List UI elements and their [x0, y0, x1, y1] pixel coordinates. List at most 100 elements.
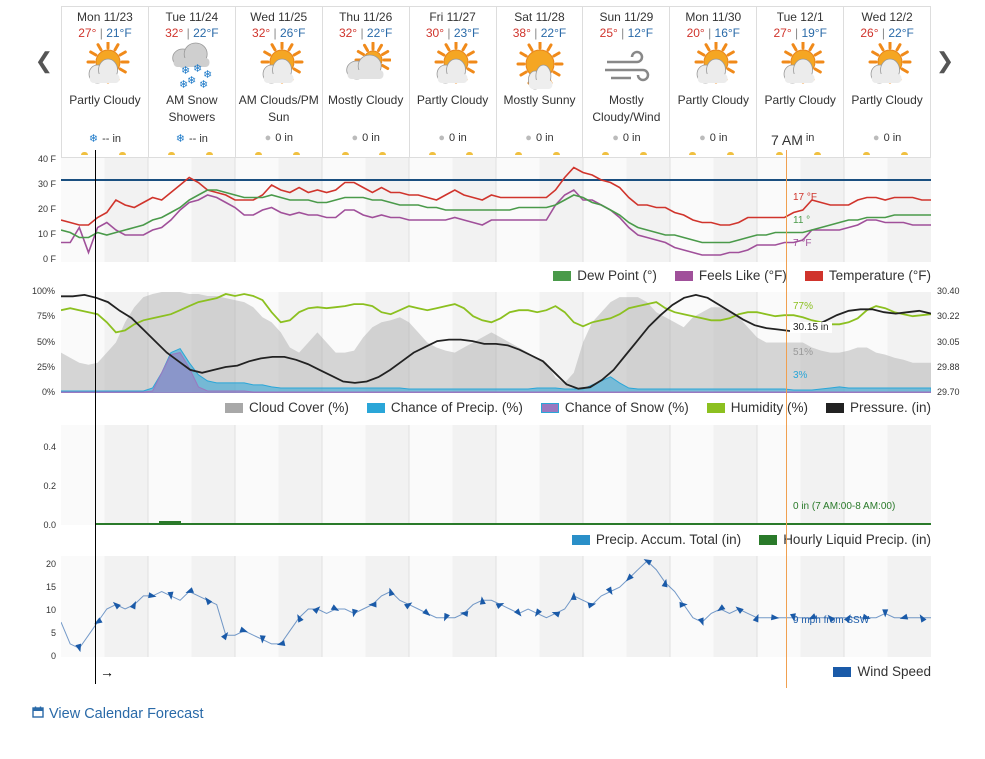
- sunrise-icon: [689, 152, 697, 155]
- legend-item[interactable]: Temperature (°F): [804, 268, 931, 283]
- legend-item[interactable]: Precip. Accum. Total (in): [571, 532, 741, 547]
- wind-direction-arrow: [443, 612, 450, 622]
- chevron-right-icon[interactable]: ❯: [935, 48, 955, 73]
- low-temp: 16°F: [714, 26, 741, 40]
- precip-value: 0 in: [535, 132, 554, 144]
- y-tick-label: 20: [45, 559, 56, 569]
- day-column[interactable]: Tue 12/1 27° | 19°F Partly Cloudy ●0 in: [757, 7, 845, 158]
- legend-label: Hourly Liquid Precip. (in): [783, 532, 931, 547]
- legend-label: Humidity (%): [730, 400, 808, 415]
- svg-text:❄: ❄: [199, 78, 208, 91]
- legend-item[interactable]: Pressure. (in): [825, 400, 931, 415]
- chance-precip-area: [61, 347, 931, 393]
- day-column[interactable]: Sat 11/28 38° | 22°F Mostly Sunny ● 0 in: [497, 7, 584, 157]
- day-column[interactable]: Fri 11/27 30° | 23°F Partly Cloudy ● 0 in: [410, 7, 497, 157]
- value-annotation: 3%: [793, 370, 808, 381]
- y-tick-label: 50%: [36, 336, 55, 347]
- precip-value: 0 in: [362, 132, 380, 144]
- sunset-icon: [205, 152, 213, 155]
- value-annotation: 17 °F: [793, 192, 818, 203]
- partly-cloudy-icon: [757, 42, 843, 92]
- wind-direction-arrow: [771, 614, 780, 621]
- wind-direction-arrow: [862, 613, 871, 620]
- value-annotation: 0 in (7 AM:00-8 AM:00): [793, 501, 896, 512]
- sunrise-icon: [167, 152, 175, 155]
- night-band: [713, 556, 757, 657]
- wind-direction-arrow: [330, 604, 340, 611]
- night-band: [713, 292, 757, 393]
- night-band: [800, 292, 844, 393]
- wind-direction-arrow: [514, 608, 522, 617]
- precip-amount: ●0 in: [583, 132, 669, 144]
- day-temperatures: 32° | 26°F: [236, 26, 322, 42]
- legend-item[interactable]: Hourly Liquid Precip. (in): [759, 532, 931, 547]
- sunrise-sunset-markers: [757, 152, 843, 158]
- legend-label: Chance of Precip. (%): [390, 400, 523, 415]
- high-temp: 20°: [686, 26, 705, 40]
- day-name: Mon 11/23: [77, 10, 133, 24]
- wind-direction-arrow: [129, 601, 137, 610]
- y2-tick-label: 29.88: [937, 361, 960, 372]
- sunrise-icon: [254, 152, 262, 155]
- partly-cloudy-icon: [410, 42, 496, 92]
- partly-cloudy-icon: [844, 42, 930, 92]
- day-column[interactable]: Mon 11/23 27° | 21°F Partly Cloudy ❄ -- i…: [62, 7, 149, 157]
- day-column[interactable]: Wed 12/2 26° | 22°F Partly Cloudy ● 0 in: [844, 7, 930, 157]
- legend-item[interactable]: Wind Speed: [833, 664, 931, 679]
- low-temp: 22°F: [888, 26, 914, 40]
- precip-amount: ●0 in: [410, 132, 496, 144]
- svg-text:❄: ❄: [181, 64, 190, 77]
- sunrise-sunset-markers: [497, 152, 583, 158]
- condition-text: Partly Cloudy: [851, 93, 923, 107]
- condition-text: Mostly Cloudy: [327, 93, 404, 107]
- night-band: [626, 425, 670, 525]
- legend-item[interactable]: Feels Like (°F): [674, 268, 787, 283]
- day-column[interactable]: Wed 11/25 32° | 26°F AM Clouds/PM Sun ● 0…: [236, 7, 323, 157]
- day-temperatures: 25° | 12°F: [583, 26, 669, 42]
- night-band: [626, 158, 670, 262]
- low-temp: 12°F: [627, 26, 654, 40]
- day-column[interactable]: Thu 11/26 32° | 22°F Mostly Cloudy ● 0 in: [323, 7, 410, 157]
- legend-item[interactable]: Chance of Snow (%): [540, 400, 689, 415]
- wind-direction-arrow: [495, 602, 505, 609]
- day-column[interactable]: Mon 11/30 20° | 16°F Partly Cloudy ● 0 in: [670, 7, 758, 157]
- wind-direction-arrow: [661, 578, 668, 588]
- low-temp: 26°F: [280, 26, 306, 40]
- high-temp: 32°: [252, 26, 271, 40]
- legend-item[interactable]: Dew Point (°): [553, 268, 657, 283]
- wind-direction-arrow: [551, 611, 561, 618]
- night-band: [713, 425, 757, 525]
- day-column[interactable]: Sun 11/29 25° | 12°F Mostly Cloudy/Wind …: [583, 7, 671, 157]
- legend-item[interactable]: Chance of Precip. (%): [366, 400, 523, 415]
- precip-value: 0 in: [709, 132, 728, 144]
- legend-item[interactable]: Cloud Cover (%): [225, 400, 349, 415]
- legend-swatch: [674, 270, 693, 281]
- sunset-icon: [379, 152, 387, 155]
- wind-legend: Wind Speed: [600, 664, 931, 679]
- night-band: [278, 292, 322, 393]
- night-band: [191, 158, 235, 262]
- sunrise-sunset-markers: [236, 152, 322, 158]
- night-band: [191, 425, 235, 525]
- day-name: Tue 12/1: [776, 10, 824, 24]
- wind-direction-arrow: [422, 608, 431, 616]
- precip-amount: ❄ -- in: [149, 132, 235, 145]
- day-column[interactable]: Tue 11/24 32° | 22°F ❄ ❄ ❄ ❄ ❄ ❄ AM Snow Show…: [149, 7, 236, 157]
- night-band: [191, 556, 235, 657]
- chevron-left-icon[interactable]: ❮: [34, 48, 54, 73]
- view-calendar-forecast-link[interactable]: View Calendar Forecast: [32, 706, 203, 722]
- sunset-icon: [118, 152, 126, 155]
- y-tick-label: 10 F: [37, 229, 56, 239]
- night-band: [452, 556, 496, 657]
- day-name: Fri 11/27: [429, 10, 476, 24]
- legend-item[interactable]: Humidity (%): [706, 400, 808, 415]
- night-band: [539, 158, 583, 262]
- night-band: [887, 425, 931, 525]
- condition-text: Partly Cloudy: [677, 93, 749, 107]
- precip-value: 0 in: [622, 132, 641, 144]
- legend-swatch: [540, 402, 559, 413]
- raindrop-icon: ●: [264, 132, 272, 144]
- temp-separator: |: [708, 26, 712, 40]
- temp-separator: |: [447, 26, 451, 40]
- cloud-humidity-legend: Cloud Cover (%) Chance of Precip. (%) Chan…: [100, 400, 931, 415]
